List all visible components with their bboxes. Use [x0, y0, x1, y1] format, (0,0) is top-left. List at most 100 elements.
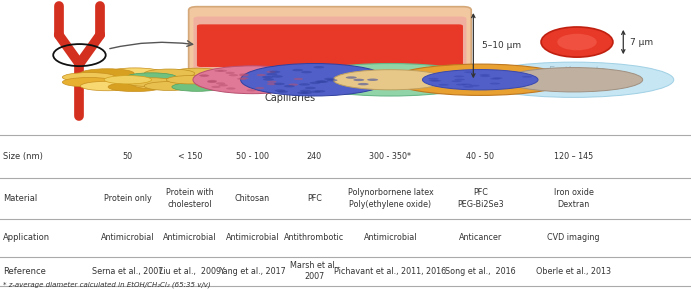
Ellipse shape	[313, 66, 324, 68]
Ellipse shape	[455, 79, 465, 81]
Ellipse shape	[263, 78, 274, 81]
Text: PFC
PEG-Bi2Se3: PFC PEG-Bi2Se3	[457, 188, 504, 209]
Text: Antimicrobial: Antimicrobial	[225, 233, 279, 242]
Ellipse shape	[144, 69, 195, 78]
Ellipse shape	[239, 73, 249, 76]
Ellipse shape	[255, 87, 265, 89]
Text: Antithrombotic: Antithrombotic	[284, 233, 345, 242]
Ellipse shape	[324, 78, 335, 80]
Ellipse shape	[310, 82, 321, 84]
Ellipse shape	[269, 71, 281, 73]
Ellipse shape	[229, 74, 238, 76]
Text: Reference: Reference	[3, 267, 46, 276]
Ellipse shape	[284, 85, 295, 87]
Ellipse shape	[431, 80, 442, 82]
Ellipse shape	[274, 83, 285, 85]
Ellipse shape	[315, 80, 326, 83]
Ellipse shape	[62, 77, 116, 87]
Ellipse shape	[317, 81, 328, 83]
Text: 50 - 100: 50 - 100	[236, 152, 269, 161]
Text: Pichavant et al., 2011, 2016: Pichavant et al., 2011, 2016	[334, 267, 446, 276]
Text: 40 - 50: 40 - 50	[466, 152, 494, 161]
Ellipse shape	[333, 70, 448, 90]
Text: Application: Application	[3, 233, 50, 242]
Text: 50: 50	[123, 152, 133, 161]
Text: Antimicrobial: Antimicrobial	[101, 233, 155, 242]
Text: Capillaries: Capillaries	[265, 93, 316, 103]
Ellipse shape	[480, 75, 491, 77]
Ellipse shape	[438, 84, 448, 86]
Ellipse shape	[297, 92, 308, 94]
Ellipse shape	[504, 68, 643, 92]
Ellipse shape	[256, 74, 266, 76]
Ellipse shape	[299, 83, 310, 86]
Ellipse shape	[108, 82, 162, 92]
Ellipse shape	[274, 89, 285, 92]
Text: PFC: PFC	[307, 194, 322, 203]
Ellipse shape	[429, 79, 439, 81]
Text: Antimicrobial: Antimicrobial	[363, 233, 417, 242]
Ellipse shape	[196, 71, 247, 79]
Text: 7 μm: 7 μm	[630, 37, 653, 47]
Ellipse shape	[473, 62, 674, 97]
Ellipse shape	[142, 75, 196, 84]
Ellipse shape	[326, 79, 337, 81]
FancyBboxPatch shape	[189, 7, 471, 85]
Ellipse shape	[216, 82, 225, 84]
Ellipse shape	[206, 75, 256, 84]
Ellipse shape	[199, 75, 209, 77]
Ellipse shape	[490, 83, 500, 84]
Ellipse shape	[200, 75, 209, 77]
Ellipse shape	[463, 86, 473, 88]
Text: Protein only: Protein only	[104, 194, 152, 203]
Text: Erythrocyte: Erythrocyte	[549, 66, 605, 76]
Ellipse shape	[207, 81, 217, 83]
Text: < 150: < 150	[178, 152, 202, 161]
Ellipse shape	[267, 81, 276, 83]
Ellipse shape	[289, 84, 298, 86]
Ellipse shape	[239, 74, 249, 77]
Ellipse shape	[346, 76, 357, 79]
Text: Oberle et al., 2013: Oberle et al., 2013	[536, 267, 611, 276]
Ellipse shape	[80, 69, 134, 78]
Ellipse shape	[391, 64, 569, 95]
Text: 300 - 350*: 300 - 350*	[370, 152, 411, 161]
Text: 240: 240	[307, 152, 322, 161]
Ellipse shape	[172, 68, 223, 77]
Ellipse shape	[301, 71, 312, 73]
Ellipse shape	[226, 87, 236, 90]
Ellipse shape	[218, 84, 228, 86]
Ellipse shape	[240, 64, 388, 96]
Ellipse shape	[133, 80, 186, 89]
Ellipse shape	[305, 87, 316, 89]
Text: 120 – 145: 120 – 145	[554, 152, 593, 161]
Text: * z-average diameter calculated in EtOH/CH₂Cl₂ (65:35 v/v): * z-average diameter calculated in EtOH/…	[3, 281, 210, 288]
Ellipse shape	[108, 68, 162, 77]
Ellipse shape	[358, 83, 369, 85]
Text: Serna et al., 2007: Serna et al., 2007	[92, 267, 164, 276]
FancyBboxPatch shape	[197, 24, 463, 67]
Text: Marsh et al.,
2007: Marsh et al., 2007	[290, 261, 339, 281]
Ellipse shape	[267, 73, 278, 75]
Ellipse shape	[422, 70, 538, 90]
Ellipse shape	[239, 77, 249, 79]
Text: Song et al.,  2016: Song et al., 2016	[445, 267, 515, 276]
Text: Size (nm): Size (nm)	[3, 152, 43, 161]
Ellipse shape	[62, 72, 116, 82]
Ellipse shape	[428, 78, 439, 80]
Text: Antimicrobial: Antimicrobial	[163, 233, 217, 242]
Ellipse shape	[292, 69, 303, 71]
Ellipse shape	[214, 70, 224, 72]
Ellipse shape	[126, 78, 177, 87]
Ellipse shape	[207, 81, 216, 83]
Circle shape	[557, 34, 597, 50]
Ellipse shape	[367, 79, 378, 81]
Ellipse shape	[299, 64, 482, 96]
Ellipse shape	[262, 76, 273, 78]
Ellipse shape	[80, 81, 134, 91]
Text: Iron oxide
Dextran: Iron oxide Dextran	[553, 188, 594, 209]
Ellipse shape	[167, 76, 214, 84]
Circle shape	[541, 27, 613, 57]
Ellipse shape	[237, 78, 247, 80]
Text: Liu et al.,  2009: Liu et al., 2009	[159, 267, 221, 276]
